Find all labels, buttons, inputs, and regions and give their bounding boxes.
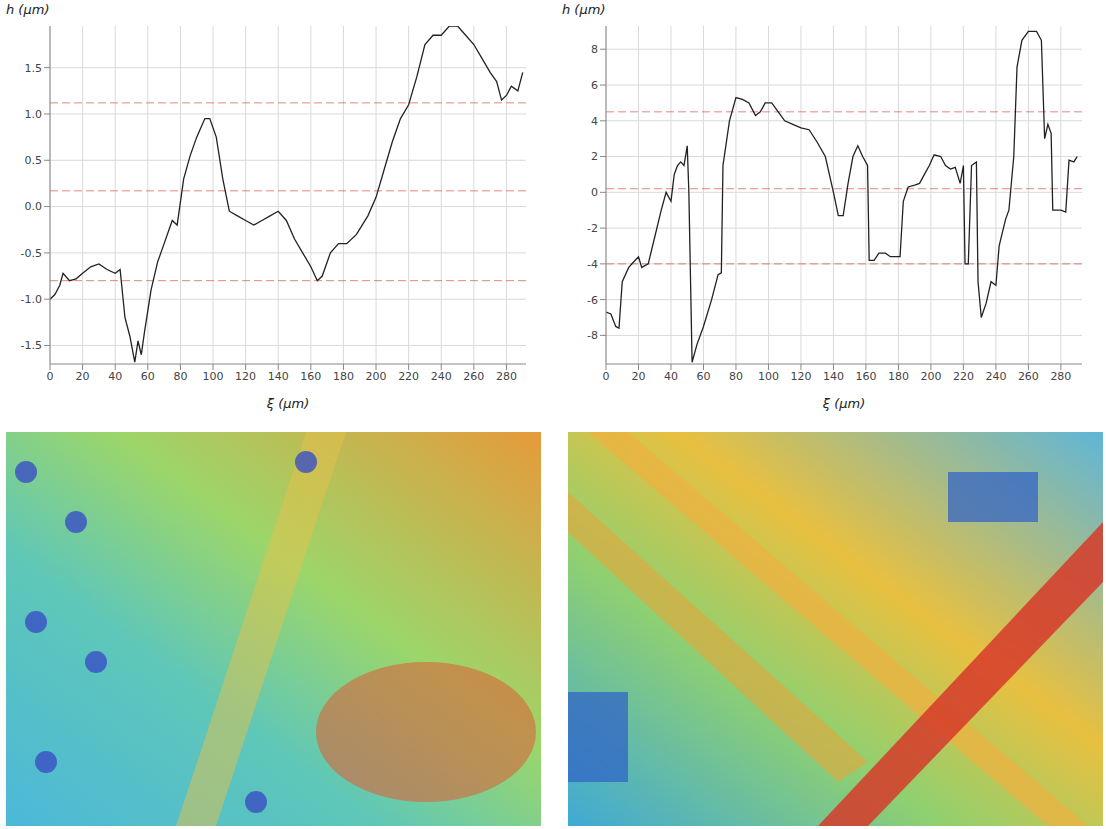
svg-text:0.5: 0.5 (25, 154, 43, 167)
svg-text:120: 120 (790, 370, 811, 383)
svg-text:200: 200 (920, 370, 941, 383)
svg-text:180: 180 (888, 370, 909, 383)
svg-text:240: 240 (431, 370, 452, 383)
svg-text:-4: -4 (587, 258, 598, 271)
svg-text:280: 280 (1050, 370, 1071, 383)
svg-text:-6: -6 (587, 294, 598, 307)
svg-text:140: 140 (268, 370, 289, 383)
svg-text:20: 20 (76, 370, 90, 383)
svg-text:100: 100 (758, 370, 779, 383)
svg-text:ξ (µm): ξ (µm) (266, 396, 309, 411)
svg-text:220: 220 (398, 370, 419, 383)
svg-text:20: 20 (631, 370, 645, 383)
svg-text:0: 0 (591, 186, 598, 199)
svg-text:-0.5: -0.5 (21, 247, 42, 260)
svg-text:ξ (µm): ξ (µm) (822, 396, 865, 411)
svg-text:200: 200 (366, 370, 387, 383)
svg-text:4: 4 (591, 115, 598, 128)
svg-text:0: 0 (47, 370, 54, 383)
svg-text:2: 2 (591, 150, 598, 163)
svg-text:0.0: 0.0 (25, 200, 43, 213)
svg-text:8: 8 (591, 43, 598, 56)
svg-text:1.0: 1.0 (25, 108, 43, 121)
svg-text:160: 160 (300, 370, 321, 383)
svg-text:260: 260 (1018, 370, 1039, 383)
svg-text:60: 60 (696, 370, 710, 383)
svg-text:6: 6 (591, 79, 598, 92)
svg-text:100: 100 (203, 370, 224, 383)
svg-text:0: 0 (603, 370, 610, 383)
svg-text:80: 80 (729, 370, 743, 383)
svg-text:120: 120 (235, 370, 256, 383)
svg-text:260: 260 (463, 370, 484, 383)
svg-text:40: 40 (108, 370, 122, 383)
svg-text:1.5: 1.5 (25, 62, 43, 75)
svg-text:180: 180 (333, 370, 354, 383)
svg-text:60: 60 (141, 370, 155, 383)
svg-text:-2: -2 (587, 222, 598, 235)
html-text:h (µm): h (µm) (6, 2, 50, 17)
svg-text:140: 140 (823, 370, 844, 383)
svg-text:40: 40 (664, 370, 678, 383)
svg-text:220: 220 (953, 370, 974, 383)
svg-text:-8: -8 (587, 329, 598, 342)
svg-text:160: 160 (855, 370, 876, 383)
svg-text:-1.5: -1.5 (21, 339, 42, 352)
svg-text:240: 240 (985, 370, 1006, 383)
svg-text:80: 80 (173, 370, 187, 383)
html-text:h (µm): h (µm) (562, 2, 606, 17)
svg-text:280: 280 (496, 370, 517, 383)
svg-text:-1.0: -1.0 (21, 293, 42, 306)
